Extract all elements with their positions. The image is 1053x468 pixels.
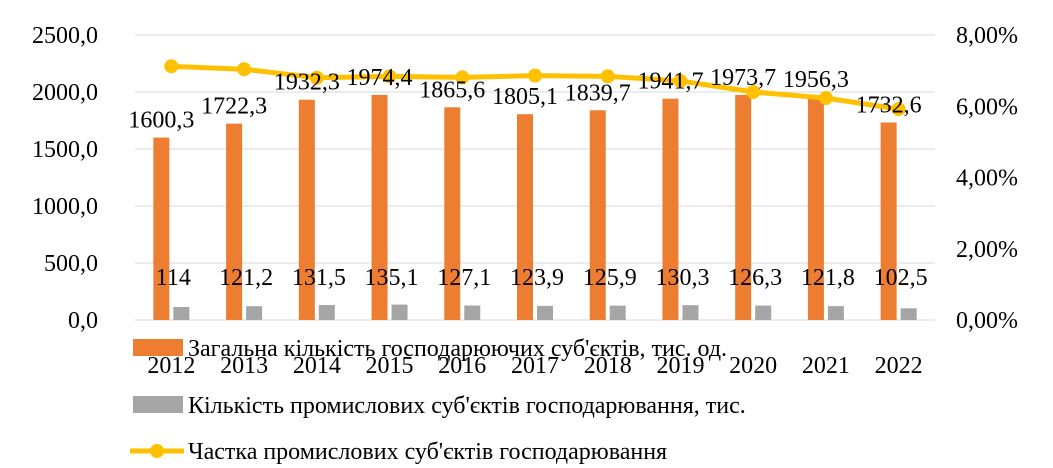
industrial-data-label: 130,3 xyxy=(655,265,709,291)
bars xyxy=(153,94,917,321)
x-axis: 2012 2013 2014 2015 2016 2017 2018 2019 2020 2021… xyxy=(147,353,922,379)
legend-item: Кількість промислових суб'єктів господар… xyxy=(133,393,746,419)
x-tick-label: 2020 xyxy=(729,353,777,379)
total-data-label: 1839,7 xyxy=(565,80,631,106)
total-bar xyxy=(444,107,461,321)
total-data-label: 1865,6 xyxy=(419,77,485,103)
industrial-data-label: 126,3 xyxy=(728,265,782,291)
share-line-point xyxy=(746,85,761,99)
share-line-point xyxy=(673,73,688,88)
right-tick-label: 8,00% xyxy=(956,23,1018,49)
share-line-point xyxy=(818,91,833,106)
x-tick-label: 2016 xyxy=(438,353,486,379)
total-data-label: 1956,3 xyxy=(783,67,849,93)
industrial-data-label: 131,5 xyxy=(292,265,346,291)
total-bar xyxy=(880,122,897,320)
share-line-point xyxy=(309,70,324,85)
share-line-point xyxy=(455,70,470,85)
share-line-point xyxy=(528,68,542,83)
industrial-data-label: 121,2 xyxy=(219,265,273,291)
total-bar xyxy=(589,110,606,320)
share-line-point xyxy=(891,102,906,117)
industrial-bar xyxy=(173,307,190,320)
total-bar xyxy=(226,123,243,320)
industrial-bar xyxy=(246,306,263,320)
share-line-point xyxy=(382,69,397,84)
legend-label: Кількість промислових суб'єктів господар… xyxy=(188,393,746,419)
industrial-bar xyxy=(682,305,699,320)
industrial-data-label: 135,1 xyxy=(365,265,419,291)
x-tick-label: 2015 xyxy=(366,353,414,379)
left-tick-label: 0,0 xyxy=(68,308,98,334)
total-data-label: 1974,4 xyxy=(347,65,413,91)
industrial-bar xyxy=(537,305,553,320)
x-tick-label: 2021 xyxy=(802,353,850,379)
total-data-label: 1932,3 xyxy=(274,70,340,96)
industrial-data-label: 121,8 xyxy=(801,265,855,291)
total-data-label: 1600,3 xyxy=(128,108,194,134)
left-tick-label: 500,0 xyxy=(44,251,98,277)
industrial-data-label: 125,9 xyxy=(583,265,637,291)
right-axis: 0,00% 2,00% 4,00% 6,00% 8,00% xyxy=(956,23,1018,334)
industrial-data-label: 114 xyxy=(156,265,191,291)
left-tick-label: 1500,0 xyxy=(32,137,98,163)
x-tick-label: 2017 xyxy=(511,353,559,379)
right-tick-label: 6,00% xyxy=(956,94,1018,120)
total-data-label: 1732,6 xyxy=(856,92,922,118)
x-tick-label: 2022 xyxy=(875,353,923,379)
x-tick-label: 2012 xyxy=(147,353,195,379)
industrial-bar xyxy=(318,305,335,320)
gridlines xyxy=(135,34,935,321)
total-data-label: 1941,7 xyxy=(637,69,703,95)
legend: Загальна кількість господарюючих суб'єкт… xyxy=(130,336,746,465)
total-bar xyxy=(153,137,170,320)
industrial-bar xyxy=(609,305,626,320)
legend-swatch xyxy=(133,339,183,356)
total-bar xyxy=(735,94,752,320)
share-line-point xyxy=(600,69,615,84)
total-data-label: 1973,7 xyxy=(710,65,776,91)
share-line xyxy=(164,59,906,117)
left-tick-label: 1000,0 xyxy=(32,194,98,220)
left-axis: 0,0 500,0 1000,0 1500,0 2000,0 2500,0 xyxy=(32,23,98,334)
right-tick-label: 0,00% xyxy=(956,308,1018,334)
legend-label: Частка промислових суб'єктів господарюва… xyxy=(188,439,667,465)
industrial-bar xyxy=(827,306,844,320)
industrial-data-label: 123,9 xyxy=(510,265,564,291)
share-line-point xyxy=(164,59,179,74)
total-data-label: 1722,3 xyxy=(201,94,267,120)
legend-label: Загальна кількість господарюючих суб'єкт… xyxy=(188,336,727,362)
legend-item: Частка промислових суб'єктів господарюва… xyxy=(130,439,667,465)
right-tick-label: 4,00% xyxy=(956,166,1018,192)
total-bar xyxy=(662,98,679,320)
industrial-bar xyxy=(391,304,408,320)
total-bar xyxy=(807,96,824,320)
x-tick-label: 2019 xyxy=(656,353,704,379)
legend-item: Загальна кількість господарюючих суб'єкт… xyxy=(133,336,727,362)
x-tick-label: 2014 xyxy=(293,353,341,379)
share-line-point xyxy=(237,62,252,77)
industrial-bar xyxy=(755,305,772,320)
industrial-data-label: 127,1 xyxy=(437,265,491,291)
x-tick-label: 2018 xyxy=(584,353,632,379)
legend-swatch xyxy=(133,396,183,413)
industrial-bar xyxy=(900,308,917,320)
total-data-label: 1805,1 xyxy=(492,84,558,110)
industrial-data-label: 102,5 xyxy=(874,265,928,291)
right-tick-label: 2,00% xyxy=(956,237,1018,263)
total-bar xyxy=(371,94,388,321)
left-tick-label: 2500,0 xyxy=(32,23,98,49)
legend-marker xyxy=(150,444,164,458)
total-bar xyxy=(517,114,533,320)
total-bar xyxy=(298,99,315,320)
data-labels: 1600,3 1722,3 1932,3 1974,4 1865,6 1805,1 1839… xyxy=(128,65,927,291)
left-tick-label: 2000,0 xyxy=(32,80,98,106)
x-tick-label: 2013 xyxy=(220,353,268,379)
industrial-bar xyxy=(464,305,481,320)
